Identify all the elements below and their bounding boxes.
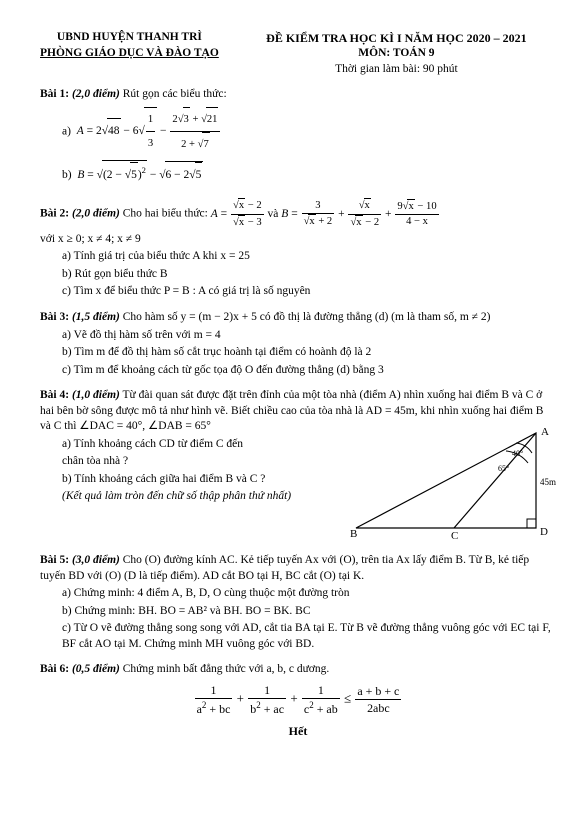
- problem-2-prompt: Cho hai biểu thức:: [123, 208, 211, 220]
- end-marker: Hết: [40, 723, 556, 739]
- issuer-line1: UBND HUYỆN THANH TRÌ: [40, 30, 219, 46]
- problem-5b: b) Chứng minh: BH. BO = AB² và BH. BO = …: [62, 604, 556, 620]
- exam-title: ĐỀ KIỂM TRA HỌC KÌ I NĂM HỌC 2020 – 2021: [237, 30, 556, 46]
- problem-6-prompt: Chứng minh bất đẳng thức với a, b, c dươ…: [123, 663, 330, 675]
- problem-1-prompt: Rút gọn các biểu thức:: [123, 88, 227, 100]
- problem-4-title: Bài 4:: [40, 389, 69, 401]
- len-45m: 45m: [540, 477, 556, 487]
- problem-5a: a) Chứng minh: 4 điểm A, B, D, O cùng th…: [62, 586, 556, 602]
- exam-duration: Thời gian làm bài: 90 phút: [237, 62, 556, 78]
- problem-1: Bài 1: (2,0 điểm) Rút gọn các biểu thức:…: [40, 87, 556, 188]
- problem-6-formula: 1a2 + bc + 1b2 + ac + 1c2 + ab ≤ a + b +…: [40, 682, 556, 717]
- problem-3-points: (1,5 điểm): [72, 311, 120, 323]
- angle-40: 40°: [512, 449, 523, 458]
- issuer-line2: PHÒNG GIÁO DỤC VÀ ĐÀO TẠO: [40, 46, 219, 62]
- pt-C: C: [451, 530, 458, 542]
- problem-2b: b) Rút gọn biểu thức B: [62, 267, 556, 283]
- problem-3: Bài 3: (1,5 điểm) Cho hàm số y = (m − 2)…: [40, 310, 556, 378]
- triangle-figure: A B C D 40° 65° 45m: [346, 423, 556, 543]
- problem-3a: a) Vẽ đồ thị hàm số trên với m = 4: [62, 328, 556, 344]
- problem-2: Bài 2: (2,0 điểm) Cho hai biểu thức: A =…: [40, 198, 556, 300]
- problem-2-points: (2,0 điểm): [72, 208, 120, 220]
- problem-6: Bài 6: (0,5 điểm) Chứng minh bất đẳng th…: [40, 662, 556, 717]
- formula-B: B = (2 − 5)2 − 6 − 25: [77, 169, 203, 181]
- formula-A: A = 248 − 613 − 23 + 212 + 7: [77, 125, 222, 137]
- expr-1a: a) A = 248 − 613 − 23 + 212 + 7: [62, 107, 556, 157]
- problem-1-points: (2,0 điểm): [72, 88, 120, 100]
- problem-3-prompt: Cho hàm số y = (m − 2)x + 5 có đồ thị là…: [123, 311, 491, 323]
- label-a: a): [62, 125, 71, 137]
- problem-2c: c) Tìm x để biểu thức P = B : A có giá t…: [62, 284, 556, 300]
- problem-5-title: Bài 5:: [40, 554, 69, 566]
- problem-3c: c) Tìm m để khoảng cách từ gốc tọa độ O …: [62, 363, 556, 379]
- exam-page: UBND HUYỆN THANH TRÌ PHÒNG GIÁO DỤC VÀ Đ…: [0, 0, 584, 836]
- problem-2-title: Bài 2:: [40, 208, 69, 220]
- problem-1-title: Bài 1:: [40, 88, 69, 100]
- problem-2-formula: A = x − 2x − 3 và B = 3x + 2 + xx − 2 + …: [211, 208, 440, 220]
- problem-3-title: Bài 3:: [40, 311, 69, 323]
- pt-A: A: [541, 426, 549, 438]
- label-b: b): [62, 169, 72, 181]
- angle-65: 65°: [498, 464, 509, 473]
- pt-D: D: [540, 526, 548, 538]
- problem-5: Bài 5: (3,0 điểm) Cho (O) đường kính AC.…: [40, 553, 556, 652]
- pt-B: B: [350, 528, 357, 540]
- problem-6-title: Bài 6:: [40, 663, 69, 675]
- problem-5-points: (3,0 điểm): [72, 554, 120, 566]
- problem-4: Bài 4: (1,0 điểm) Từ đài quan sát được đ…: [40, 388, 556, 543]
- header-right: ĐỀ KIỂM TRA HỌC KÌ I NĂM HỌC 2020 – 2021…: [237, 30, 556, 77]
- header-left: UBND HUYỆN THANH TRÌ PHÒNG GIÁO DỤC VÀ Đ…: [40, 30, 219, 77]
- problem-5c: c) Từ O vẽ đường thẳng song song với AD,…: [62, 621, 556, 652]
- problem-6-points: (0,5 điểm): [72, 663, 120, 675]
- exam-subject: MÔN: TOÁN 9: [237, 46, 556, 62]
- expr-1b: b) B = (2 − 5)2 − 6 − 25: [62, 160, 556, 188]
- problem-4-points: (1,0 điểm): [72, 389, 120, 401]
- problem-2-cond: với x ≥ 0; x ≠ 4; x ≠ 9: [40, 232, 556, 248]
- header: UBND HUYỆN THANH TRÌ PHÒNG GIÁO DỤC VÀ Đ…: [40, 30, 556, 77]
- problem-3b: b) Tìm m để đồ thị hàm số cắt trục hoành…: [62, 345, 556, 361]
- problem-2a: a) Tính giá trị của biểu thức A khi x = …: [62, 249, 556, 265]
